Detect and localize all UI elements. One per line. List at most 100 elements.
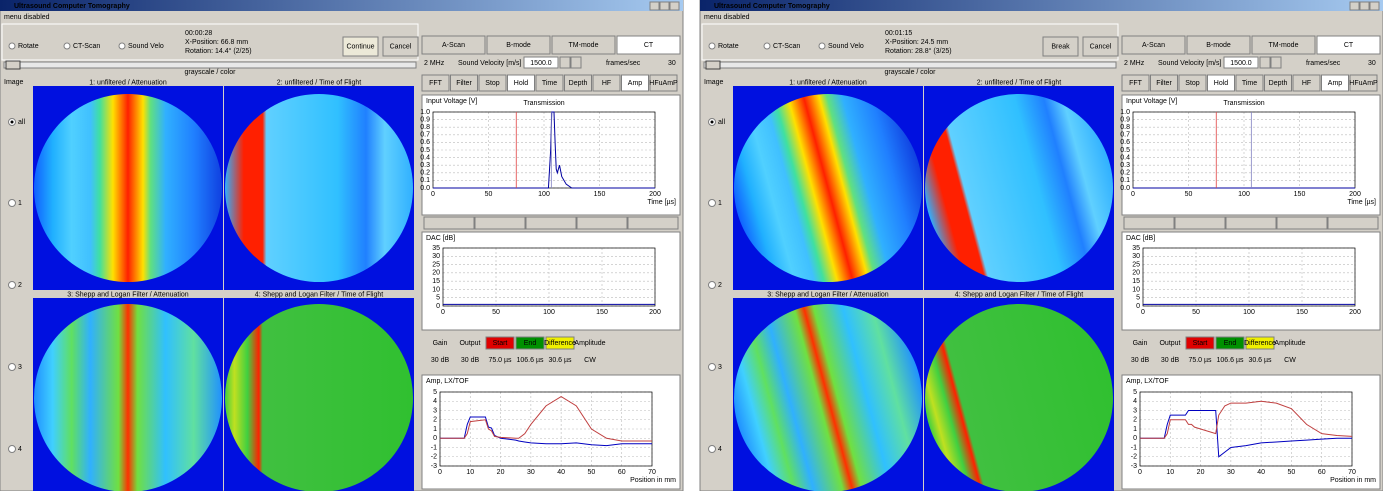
subtab-label[interactable]: FFT: [1129, 80, 1143, 87]
scale-slider[interactable]: [704, 62, 1116, 68]
subtab-label[interactable]: HF: [1302, 80, 1311, 87]
subtab-label[interactable]: Depth: [569, 80, 588, 87]
playback-button[interactable]: [424, 217, 474, 229]
radio-button[interactable]: [709, 43, 715, 49]
radio-button[interactable]: [64, 43, 70, 49]
subtab-label[interactable]: Hold: [514, 80, 529, 87]
window-button[interactable]: [670, 2, 679, 10]
subtab-label[interactable]: Depth: [1269, 80, 1288, 87]
spin-button[interactable]: [571, 57, 581, 68]
playback-button[interactable]: [1175, 217, 1225, 229]
subtab-label[interactable]: Time: [1242, 80, 1257, 87]
image-choice[interactable]: 1: [18, 200, 22, 207]
plot-title: Transmission: [523, 100, 564, 107]
playback-button[interactable]: [577, 217, 627, 229]
spin-button[interactable]: [560, 57, 570, 68]
radio-button[interactable]: [9, 282, 16, 289]
image-choice[interactable]: 3: [18, 364, 22, 371]
radio-button[interactable]: [764, 43, 770, 49]
radio-button[interactable]: [119, 43, 125, 49]
playback-button[interactable]: [475, 217, 525, 229]
window-button[interactable]: [650, 2, 659, 10]
subtab-label[interactable]: Filter: [456, 80, 472, 87]
playback-button[interactable]: [1277, 217, 1327, 229]
y-tick-label: 0.7: [1120, 132, 1130, 139]
slider-thumb[interactable]: [6, 61, 20, 69]
command-button-label[interactable]: Cancel: [390, 43, 412, 50]
sound-velocity[interactable]: 1500.0: [530, 60, 552, 67]
ct-reconstruction: [925, 304, 1113, 491]
playback-button[interactable]: [628, 217, 678, 229]
subtab-label[interactable]: Hold: [1214, 80, 1229, 87]
sound-velocity[interactable]: 1500.0: [1230, 60, 1252, 67]
mode-option[interactable]: Rotate: [718, 43, 739, 50]
radio-button[interactable]: [709, 282, 716, 289]
setting-label: End: [1224, 340, 1237, 347]
radio-button[interactable]: [9, 200, 16, 207]
subtab-label[interactable]: FFT: [429, 80, 443, 87]
tab-label[interactable]: B-mode: [506, 42, 531, 49]
subtab-label[interactable]: Stop: [485, 80, 500, 87]
radio-button[interactable]: [819, 43, 825, 49]
image-choice[interactable]: 2: [18, 282, 22, 289]
subtab-label[interactable]: HF: [602, 80, 611, 87]
subtab-label[interactable]: Stop: [1185, 80, 1200, 87]
spin-button[interactable]: [1260, 57, 1270, 68]
radio-button[interactable]: [9, 43, 15, 49]
command-button-label[interactable]: Break: [1051, 43, 1070, 50]
radio-button[interactable]: [709, 446, 716, 453]
mode-option[interactable]: Rotate: [18, 43, 39, 50]
mode-option[interactable]: CT-Scan: [73, 43, 100, 50]
window-button[interactable]: [1370, 2, 1379, 10]
window-button[interactable]: [1360, 2, 1369, 10]
tab-label[interactable]: A-Scan: [442, 42, 465, 49]
tab-label[interactable]: CT: [644, 42, 654, 49]
tab-label[interactable]: A-Scan: [1142, 42, 1165, 49]
mode-option[interactable]: Sound Velo: [828, 43, 864, 50]
tab-label[interactable]: CT: [1344, 42, 1354, 49]
slider-thumb[interactable]: [706, 61, 720, 69]
image-title: 1: unfiltered / Attenuation: [89, 79, 167, 86]
tab-label[interactable]: B-mode: [1206, 42, 1231, 49]
image-choice[interactable]: 3: [718, 364, 722, 371]
subtab-label[interactable]: Time: [542, 80, 557, 87]
radio-button[interactable]: [9, 364, 16, 371]
radio-button[interactable]: [9, 446, 16, 453]
subtab-label[interactable]: HFuAmP: [1349, 80, 1378, 87]
image-title: 2: unfiltered / Time of Flight: [277, 79, 361, 86]
image-choice[interactable]: all: [718, 119, 725, 126]
subtab-label[interactable]: Amp: [628, 80, 643, 87]
y-tick-label: 25: [432, 261, 440, 268]
command-button-label[interactable]: Cancel: [1090, 43, 1112, 50]
scale-slider[interactable]: [4, 62, 416, 68]
image-choice[interactable]: all: [18, 119, 25, 126]
image-choice[interactable]: 4: [718, 446, 722, 453]
window-button[interactable]: [660, 2, 669, 10]
radio-button[interactable]: [709, 364, 716, 371]
setting-label: Difference: [1244, 340, 1276, 347]
subtab-label[interactable]: HFuAmP: [649, 80, 678, 87]
mode-option[interactable]: CT-Scan: [773, 43, 800, 50]
image-choice[interactable]: 2: [718, 282, 722, 289]
x-tick-label: 20: [497, 469, 505, 476]
tab-label[interactable]: TM-mode: [569, 42, 599, 49]
window-button[interactable]: [1350, 2, 1359, 10]
y-tick-label: 1.0: [420, 109, 430, 116]
playback-button[interactable]: [1226, 217, 1276, 229]
subtab-label[interactable]: Filter: [1156, 80, 1172, 87]
mode-option[interactable]: Sound Velo: [128, 43, 164, 50]
subtab-label[interactable]: Amp: [1328, 80, 1343, 87]
playback-button[interactable]: [1124, 217, 1174, 229]
playback-button[interactable]: [1328, 217, 1378, 229]
y-axis-label: Input Voltage [V]: [426, 98, 477, 105]
image-choice[interactable]: 4: [18, 446, 22, 453]
playback-button[interactable]: [526, 217, 576, 229]
x-tick-label: 50: [1288, 469, 1296, 476]
y-axis-label: Amp, LX/TOF: [426, 378, 469, 385]
image-choice[interactable]: 1: [718, 200, 722, 207]
tab-label[interactable]: TM-mode: [1269, 42, 1299, 49]
radio-button[interactable]: [709, 200, 716, 207]
command-button-label[interactable]: Continue: [346, 43, 374, 50]
frame-rate: 30: [668, 60, 676, 67]
spin-button[interactable]: [1271, 57, 1281, 68]
